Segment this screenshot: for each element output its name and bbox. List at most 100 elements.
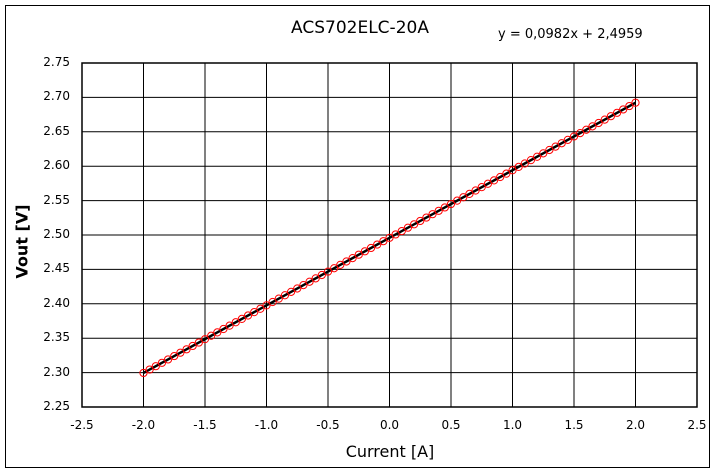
data-point-marker bbox=[225, 321, 234, 330]
data-point-marker bbox=[496, 172, 505, 182]
data-point-marker bbox=[422, 213, 431, 222]
data-point-marker bbox=[139, 368, 148, 378]
data-point-marker bbox=[243, 311, 253, 320]
y-axis-label: Vout [V] bbox=[12, 204, 32, 279]
data-point-marker bbox=[164, 355, 173, 364]
data-point-marker bbox=[489, 176, 499, 185]
data-point-marker bbox=[231, 318, 240, 327]
data-point-marker bbox=[373, 240, 382, 249]
x-tick-label: -0.5 bbox=[316, 418, 340, 432]
data-point-marker bbox=[213, 328, 222, 337]
y-tick-label: 2.50 bbox=[43, 227, 70, 241]
y-tick-label: 2.45 bbox=[43, 261, 70, 276]
data-point-marker bbox=[619, 105, 628, 114]
data-point-marker bbox=[477, 183, 486, 192]
data-point-marker bbox=[280, 291, 290, 300]
trendline bbox=[142, 101, 637, 375]
x-tick-label: -1.0 bbox=[254, 418, 279, 432]
data-point-marker bbox=[145, 365, 154, 374]
data-point-marker bbox=[219, 324, 228, 334]
data-point-marker bbox=[569, 132, 579, 141]
data-point-marker bbox=[440, 203, 449, 212]
data-point-marker bbox=[311, 274, 320, 283]
data-point-marker bbox=[502, 169, 511, 178]
data-point-marker bbox=[508, 166, 517, 175]
data-point-marker bbox=[256, 304, 265, 313]
data-point-marker bbox=[348, 253, 357, 263]
y-tick-label: 2.25 bbox=[43, 399, 70, 413]
data-point-marker bbox=[157, 358, 167, 367]
data-point-marker bbox=[416, 216, 425, 226]
data-point-marker bbox=[612, 108, 622, 117]
data-point-marker bbox=[250, 308, 259, 317]
x-tick-label: -2.5 bbox=[70, 418, 94, 432]
data-point-marker bbox=[176, 348, 185, 357]
data-point-marker bbox=[323, 267, 333, 276]
y-tick-label: 2.40 bbox=[43, 295, 70, 310]
data-point-marker bbox=[354, 250, 363, 259]
x-tick-label: 1.5 bbox=[564, 418, 584, 432]
y-tick-label: 2.75 bbox=[43, 55, 70, 69]
data-point-marker bbox=[563, 135, 572, 144]
data-point-marker bbox=[434, 206, 443, 215]
data-point-marker bbox=[336, 260, 345, 269]
data-point-marker bbox=[631, 98, 640, 107]
chart-title: ACS702ELC-20A bbox=[291, 18, 429, 38]
data-point-marker bbox=[551, 142, 560, 151]
data-point-marker bbox=[207, 331, 216, 340]
data-point-marker bbox=[151, 362, 160, 371]
x-tick-label: 0.0 bbox=[379, 418, 400, 432]
data-point-marker bbox=[188, 341, 197, 351]
data-point-marker bbox=[200, 335, 210, 344]
data-point-marker bbox=[606, 112, 616, 121]
data-point-marker bbox=[588, 122, 597, 131]
data-point-marker bbox=[287, 287, 296, 296]
data-point-marker bbox=[170, 351, 179, 361]
data-point-marker bbox=[268, 297, 277, 307]
x-tick-label: 0.5 bbox=[441, 418, 461, 432]
data-point-marker bbox=[274, 294, 283, 303]
data-point-marker bbox=[342, 257, 351, 266]
data-point-marker bbox=[545, 145, 554, 155]
data-point-marker bbox=[385, 233, 394, 242]
data-point-marker bbox=[397, 226, 406, 236]
x-tick-label: -1.5 bbox=[193, 418, 217, 432]
data-point-marker bbox=[539, 149, 548, 158]
y-tick-label: 2.55 bbox=[43, 192, 70, 207]
trendline-equation: y = 0,0982x + 2,4959 bbox=[498, 27, 643, 42]
data-point-marker bbox=[410, 220, 419, 229]
data-point-marker bbox=[471, 186, 480, 195]
data-point-marker bbox=[317, 270, 326, 280]
data-point-marker bbox=[360, 247, 369, 256]
data-point-marker bbox=[594, 118, 603, 128]
data-point-marker bbox=[237, 314, 246, 323]
data-point-marker bbox=[557, 139, 566, 148]
x-tick-label: 2.0 bbox=[625, 418, 646, 432]
data-point-marker bbox=[330, 264, 339, 273]
data-point-marker bbox=[366, 243, 376, 253]
data-point-marker bbox=[533, 152, 542, 161]
data-point-marker bbox=[465, 189, 474, 199]
data-point-marker bbox=[428, 210, 437, 219]
y-tick-label: 2.65 bbox=[43, 123, 70, 138]
plot-area-border bbox=[81, 62, 698, 408]
data-point-marker bbox=[182, 345, 191, 354]
x-tick-label: 1.0 bbox=[502, 418, 523, 432]
y-tick-label: 2.70 bbox=[43, 89, 70, 104]
x-tick-label: -2.0 bbox=[131, 418, 156, 432]
data-point-marker bbox=[194, 338, 203, 347]
data-point-marker bbox=[600, 115, 609, 124]
chart-frame bbox=[5, 5, 710, 468]
data-point-marker bbox=[446, 199, 456, 209]
data-point-marker bbox=[391, 230, 400, 239]
y-tick-label: 2.60 bbox=[43, 158, 70, 173]
data-point-marker bbox=[305, 277, 314, 286]
y-tick-label: 2.35 bbox=[43, 330, 70, 345]
data-point-marker bbox=[514, 162, 523, 171]
data-point-marker bbox=[262, 301, 271, 310]
data-point-marker bbox=[625, 101, 634, 111]
data-point-marker bbox=[299, 281, 308, 290]
data-point-marker bbox=[582, 125, 591, 134]
y-tick-label: 2.30 bbox=[43, 364, 70, 379]
